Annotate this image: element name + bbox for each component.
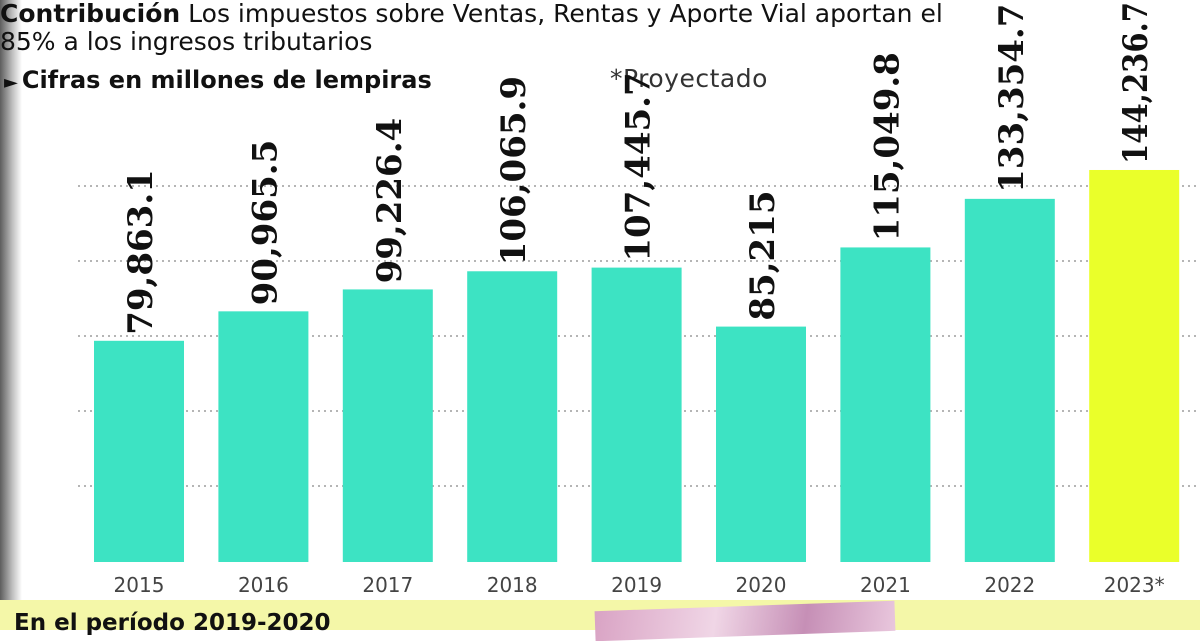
value-label-2015: 79,863.1 [121, 169, 161, 335]
value-label-2020: 85,215 [743, 190, 783, 320]
title-text: Los impuestos sobre Ventas, Rentas y Apo… [0, 0, 943, 56]
value-label-2019: 107,445.7 [619, 72, 659, 261]
bar-chart: 79,863.1 2015 90,965.5 2016 99,226.4 2017 106,… [78, 2, 1200, 597]
x-tick-label-2022: 2022 [984, 573, 1035, 597]
bar-2015 [94, 340, 184, 562]
bar-2021 [840, 247, 931, 562]
x-tick-label-2019: 2019 [611, 573, 662, 597]
chart-subtitle: ► Cifras en millones de lempiras [4, 66, 432, 94]
value-label-2023-projected: 144,236.7 [1116, 2, 1156, 164]
bar-2018 [467, 271, 558, 562]
x-tick-label-2016: 2016 [238, 573, 289, 597]
x-tick-label-2023-projected: 2023* [1104, 573, 1165, 597]
value-label-2018: 106,065.9 [494, 76, 534, 265]
title-lead: Contribución [0, 0, 181, 28]
bar-2016 [218, 311, 309, 562]
bar-2019 [591, 267, 682, 562]
x-tick-label-2015: 2015 [114, 573, 165, 597]
x-tick-label-2021: 2021 [860, 573, 911, 597]
teaser-photo [594, 600, 896, 641]
x-tick-label-2017: 2017 [362, 573, 413, 597]
chart-title: Contribución Los impuestos sobre Ventas,… [0, 0, 1000, 56]
subtitle-text: Cifras en millones de lempiras [21, 66, 432, 94]
arrow-right-icon: ► [4, 72, 18, 93]
teaser-text: En el período 2019-2020 [14, 610, 331, 636]
value-label-2022: 133,354.7 [992, 4, 1032, 193]
projected-note: *Proyectado [610, 64, 768, 93]
bar-2022 [964, 198, 1055, 563]
bottom-teaser-strip: En el período 2019-2020 [0, 600, 1200, 641]
value-label-2017: 99,226.4 [370, 118, 410, 284]
page-edge-shadow [0, 0, 22, 630]
bar-2020 [716, 326, 806, 562]
bar-2023-projected [1089, 169, 1180, 562]
x-tick-label-2018: 2018 [487, 573, 538, 597]
x-tick-label-2020: 2020 [736, 573, 787, 597]
value-label-2021: 115,049.8 [867, 52, 907, 241]
value-label-2016: 90,965.5 [245, 140, 285, 306]
bar-2017 [342, 289, 433, 562]
